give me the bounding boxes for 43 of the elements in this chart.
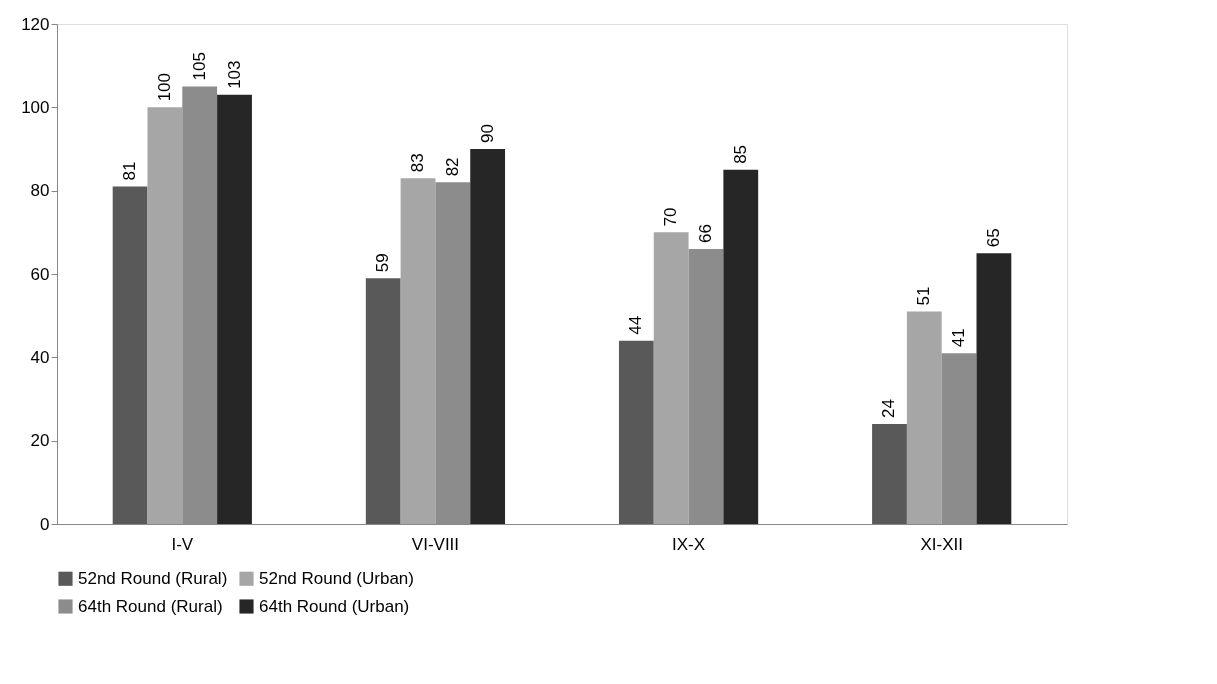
bar [400, 178, 436, 524]
bar [976, 253, 1012, 524]
y-tick-label: 60 [30, 264, 50, 284]
legend-label: 64th Round (Rural) [78, 596, 223, 616]
data-label: 100 [154, 72, 174, 102]
x-tick-label: XI-XII [920, 534, 963, 554]
legend-label: 64th Round (Urban) [259, 596, 410, 616]
data-label: 85 [730, 144, 750, 164]
legend-label: 52nd Round (Rural) [78, 568, 228, 588]
x-tick-label: I-V [171, 534, 194, 554]
data-label: 81 [120, 161, 140, 181]
y-tick-label: 40 [30, 347, 50, 367]
data-label: 103 [224, 60, 244, 89]
data-label: 82 [442, 157, 462, 177]
data-label: 83 [408, 153, 428, 173]
data-label: 51 [914, 286, 934, 306]
data-label: 105 [189, 52, 209, 81]
data-label: 65 [983, 228, 1003, 248]
bar [365, 278, 401, 524]
bar [723, 169, 759, 524]
bar [112, 186, 148, 524]
data-label: 59 [373, 253, 393, 273]
bar [217, 94, 252, 524]
data-label: 24 [879, 399, 899, 418]
data-label: 41 [949, 328, 969, 348]
data-label: 90 [477, 124, 497, 143]
legend-label: 52nd Round (Urban) [259, 568, 414, 588]
x-tick-label: IX-X [672, 534, 706, 554]
y-tick-label: 0 [40, 514, 50, 534]
y-tick-label: 80 [30, 181, 50, 201]
data-label: 70 [661, 207, 681, 227]
data-label: 44 [626, 315, 646, 335]
bar [470, 149, 506, 524]
data-label: 66 [695, 224, 715, 243]
bar [906, 311, 942, 524]
x-tick-label: VI-VIII [411, 534, 460, 554]
y-tick-label: 120 [21, 14, 50, 34]
bar [872, 424, 907, 524]
bar [618, 340, 654, 524]
y-tick-label: 100 [21, 97, 50, 117]
bar [147, 107, 183, 524]
bar [653, 232, 689, 524]
y-tick-label: 20 [30, 431, 50, 451]
